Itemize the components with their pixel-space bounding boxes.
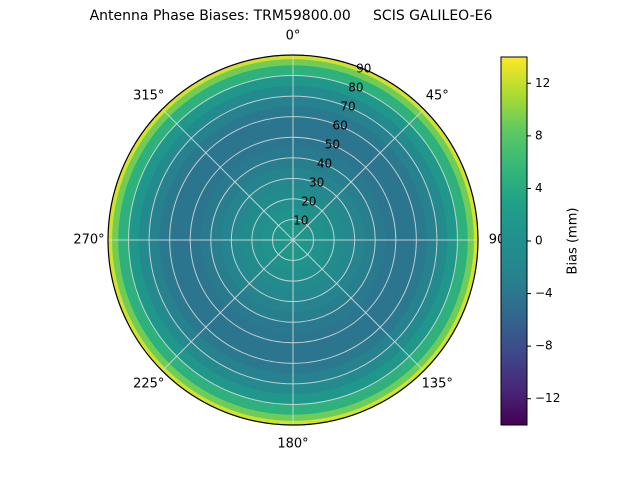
radial-tick-label: 30: [309, 176, 324, 190]
angle-tick-label: 225°: [133, 377, 164, 392]
colorbar-tick-label: 12: [535, 76, 550, 90]
colorbar-tick-label: 8: [535, 128, 543, 142]
angle-tick-label: 0°: [286, 29, 301, 44]
polar-grid-spoke: [161, 108, 294, 241]
polar-grid-spoke: [161, 239, 294, 372]
angle-tick-label: 270°: [73, 233, 104, 248]
angle-tick-label: 45°: [426, 88, 449, 103]
colorbar-tick-label: −12: [535, 391, 560, 405]
chart-title: Antenna Phase Biases: TRM59800.00 SCIS G…: [89, 8, 493, 24]
colorbar-tick-label: −4: [535, 286, 553, 300]
polar-grid-spoke: [292, 108, 425, 241]
radial-tick-label: 70: [340, 100, 355, 114]
colorbar: [500, 56, 528, 426]
colorbar-tick-label: 0: [535, 234, 543, 248]
radial-tick-label: 40: [317, 157, 332, 171]
radial-tick-label: 10: [293, 214, 308, 228]
polar-plot-border: [107, 54, 479, 426]
radial-tick-label: 80: [348, 81, 363, 95]
colorbar-tick-label: −8: [535, 339, 553, 353]
angle-tick-label: 135°: [422, 377, 453, 392]
radial-tick-label: 20: [301, 195, 316, 209]
radial-tick-label: 90: [356, 62, 371, 76]
radial-tick-label: 60: [333, 119, 348, 133]
polar-grid-spoke: [292, 239, 425, 372]
radial-tick-label: 50: [325, 138, 340, 152]
angle-tick-label: 315°: [133, 88, 164, 103]
colorbar-tick-label: 4: [535, 181, 543, 195]
colorbar-axis-label: Bias (mm): [566, 208, 581, 275]
angle-tick-label: 180°: [277, 437, 308, 452]
